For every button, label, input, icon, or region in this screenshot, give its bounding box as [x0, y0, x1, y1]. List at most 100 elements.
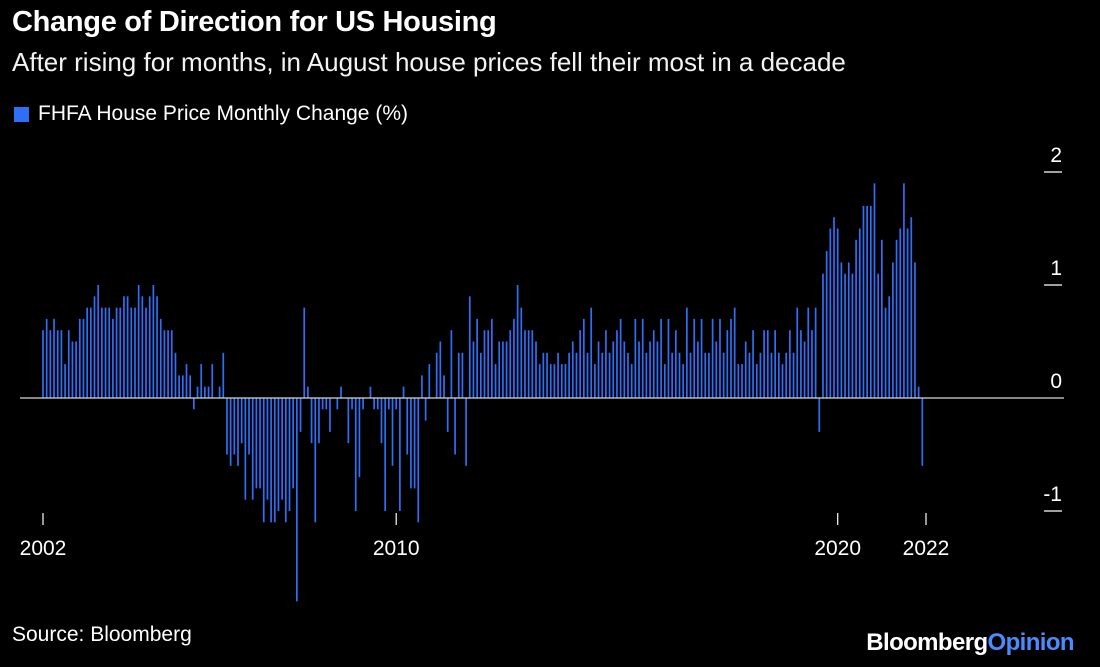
bar	[858, 228, 861, 398]
bar	[847, 262, 850, 398]
bar	[899, 228, 902, 398]
bar	[789, 330, 791, 398]
bar	[476, 318, 478, 398]
bar	[468, 296, 471, 398]
bar	[866, 205, 868, 398]
bar	[586, 352, 589, 398]
bar	[711, 318, 714, 398]
bar	[829, 228, 832, 398]
bar	[811, 330, 813, 398]
bar	[373, 398, 375, 410]
bar	[181, 375, 184, 398]
bar	[656, 341, 659, 398]
brand-logo: BloombergOpinion	[866, 629, 1074, 657]
bar	[387, 398, 390, 410]
bar	[479, 352, 482, 398]
bar	[814, 307, 817, 398]
bar	[597, 341, 600, 398]
bar	[292, 398, 295, 489]
bar	[443, 375, 445, 398]
legend-swatch	[14, 106, 29, 122]
chart-title: Change of Direction for US Housing	[12, 6, 497, 38]
bar	[494, 364, 497, 398]
bar	[42, 330, 44, 398]
bar	[605, 330, 607, 398]
bar	[733, 307, 736, 398]
bar	[60, 330, 63, 398]
bar	[101, 307, 103, 398]
bar	[641, 318, 644, 398]
bar	[792, 352, 795, 398]
bar	[770, 352, 773, 398]
bar	[884, 307, 887, 398]
bar	[318, 398, 320, 444]
bar	[126, 296, 129, 398]
y-tick-label: 1	[1050, 257, 1062, 280]
bar	[71, 341, 74, 398]
bar	[229, 398, 232, 466]
bar	[340, 386, 342, 398]
bar	[134, 307, 136, 398]
bar	[281, 398, 283, 500]
bar	[56, 330, 59, 398]
bar	[314, 398, 317, 523]
bar	[358, 398, 361, 478]
bar	[141, 296, 144, 398]
bar	[549, 364, 552, 398]
bar	[509, 330, 512, 398]
bar	[836, 228, 839, 398]
bar	[251, 398, 254, 500]
bar	[881, 239, 883, 398]
bar	[906, 228, 909, 398]
bar	[93, 296, 96, 398]
bar	[582, 318, 585, 398]
bar	[568, 352, 570, 398]
bar	[619, 318, 622, 398]
bar	[384, 398, 387, 511]
bar	[185, 364, 188, 398]
bars-group	[42, 183, 924, 602]
bar	[148, 296, 151, 398]
bar	[435, 352, 438, 398]
bar	[417, 398, 420, 523]
bar	[535, 341, 537, 398]
bar	[774, 330, 776, 398]
bar	[542, 352, 545, 398]
bar	[502, 341, 504, 398]
bar	[266, 398, 269, 500]
bar	[873, 183, 876, 398]
bar	[428, 364, 431, 398]
bar	[844, 273, 846, 398]
bar	[803, 341, 806, 398]
bar	[851, 273, 854, 398]
bar	[211, 364, 214, 398]
bar	[722, 352, 725, 398]
y-axis: 2 1 0 -1	[1043, 144, 1062, 512]
bar	[108, 307, 111, 398]
bar	[531, 330, 534, 398]
bar	[380, 398, 383, 444]
bar	[638, 341, 640, 398]
bar	[369, 386, 372, 398]
bar	[123, 296, 125, 398]
bar	[351, 398, 353, 410]
bar	[248, 398, 250, 455]
bar	[590, 307, 593, 398]
bar	[75, 341, 77, 398]
bar	[237, 398, 239, 466]
bar	[800, 330, 802, 398]
bar	[862, 205, 865, 398]
x-tick-label: 2020	[814, 537, 861, 560]
bar	[259, 398, 261, 489]
bar	[226, 398, 228, 455]
bar	[921, 398, 924, 466]
bar	[616, 330, 618, 398]
bar	[299, 398, 302, 432]
x-tick-label: 2010	[373, 537, 420, 560]
chart-subtitle: After rising for months, in August house…	[12, 47, 846, 77]
bar	[354, 398, 357, 511]
bar	[163, 330, 166, 398]
bar	[296, 398, 298, 602]
bar	[840, 262, 843, 398]
bar	[288, 398, 291, 511]
